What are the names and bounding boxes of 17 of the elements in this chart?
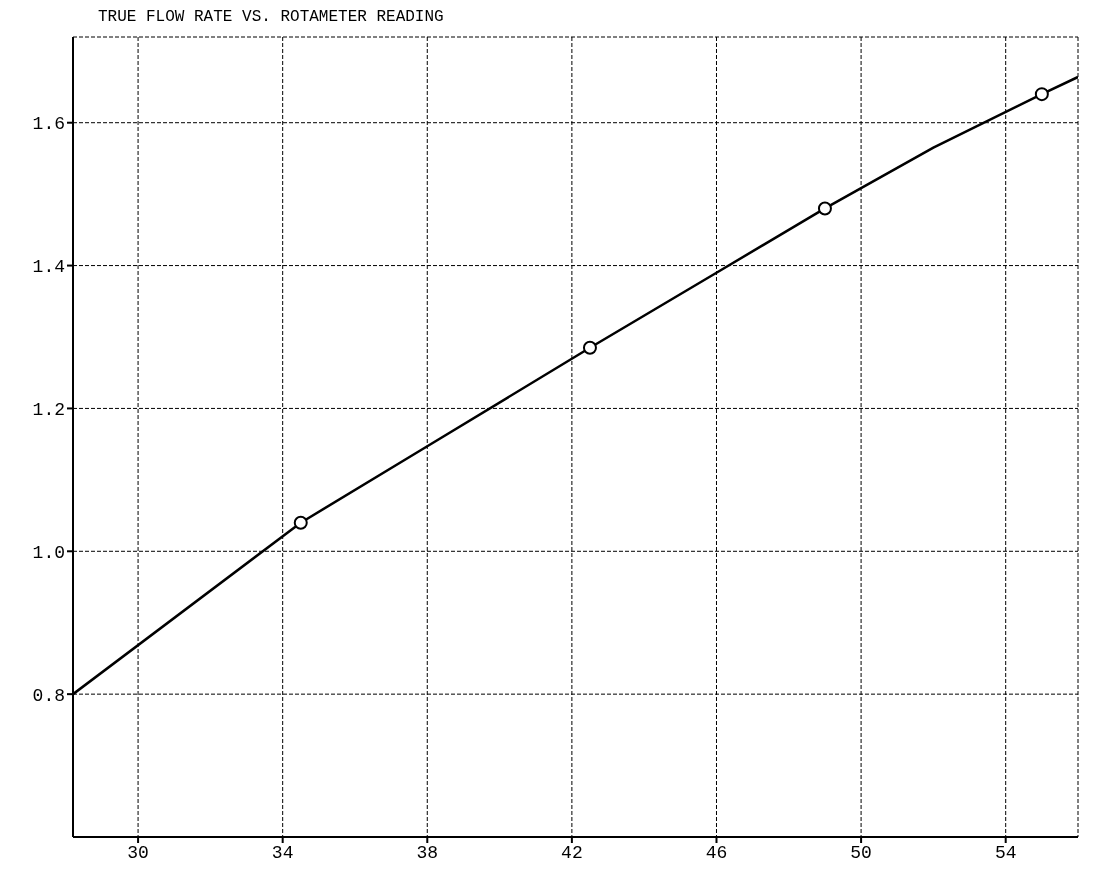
y-tick-label: 1.6 [32, 114, 65, 135]
point [582, 340, 597, 355]
point [817, 201, 832, 216]
chart-title: TRUE FLOW RATE VS. ROTAMETER READING [98, 8, 445, 28]
y-tick-label: 1.4 [32, 256, 65, 277]
x-tick-label: 54 [994, 842, 1017, 863]
point [293, 515, 308, 530]
x-tick-label: 46 [705, 842, 728, 863]
y-tick-label: 0.8 [32, 685, 65, 706]
x-tick-label: 42 [561, 842, 583, 863]
y-tick-label: 1.0 [32, 542, 65, 563]
x-tick-label: 50 [850, 842, 872, 863]
y-tick-label: 1.2 [32, 399, 65, 420]
point [1034, 87, 1049, 102]
x-tick-label: 34 [271, 842, 294, 863]
x-tick-label: 38 [416, 842, 439, 863]
x-tick-label: 30 [127, 842, 149, 863]
